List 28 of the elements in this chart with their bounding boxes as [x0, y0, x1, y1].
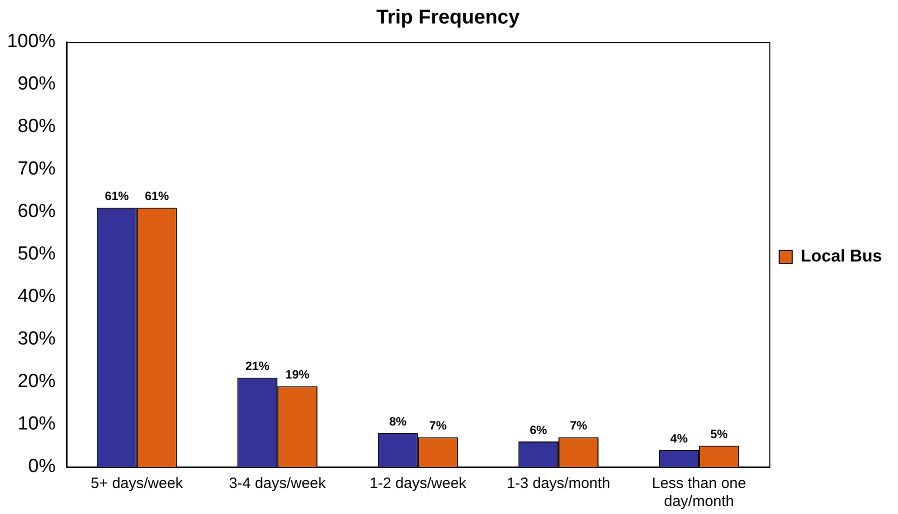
data-label: 7%: [570, 418, 588, 433]
y-tick-label: 20%: [18, 371, 56, 392]
x-tick-label: 5+ days/week: [90, 475, 184, 492]
y-tick-label: 10%: [18, 414, 56, 435]
y-tick-label: 0%: [28, 456, 56, 478]
y-tick-label: 100%: [6, 31, 56, 52]
data-label: 21%: [245, 359, 270, 374]
y-tick-label: 70%: [18, 158, 56, 180]
data-label: 8%: [389, 414, 407, 428]
y-tick-label: 80%: [18, 116, 56, 138]
data-label: 7%: [429, 418, 447, 433]
y-tick-label: 50%: [18, 244, 56, 265]
x-tick-label: 3-4 days/week: [229, 475, 326, 492]
y-tick-label: 30%: [18, 328, 56, 350]
data-label: 61%: [144, 189, 170, 204]
data-label: 5%: [710, 427, 728, 442]
y-tick-label: 90%: [18, 74, 56, 95]
data-label: 6%: [530, 422, 548, 437]
data-label: 4%: [670, 431, 688, 446]
data-label: 19%: [285, 368, 310, 382]
y-tick-label: 60%: [18, 201, 56, 222]
y-tick-label: 40%: [18, 286, 56, 308]
chart-title: Trip Frequency: [376, 6, 521, 29]
data-label: 61%: [104, 189, 130, 204]
x-tick-label: Less than one day/month: [652, 475, 746, 510]
legend-label: Local Bus: [800, 246, 882, 266]
x-tick-label: 1-2 days/week: [370, 475, 467, 492]
x-tick-label: 1-3 days/month: [506, 475, 610, 492]
